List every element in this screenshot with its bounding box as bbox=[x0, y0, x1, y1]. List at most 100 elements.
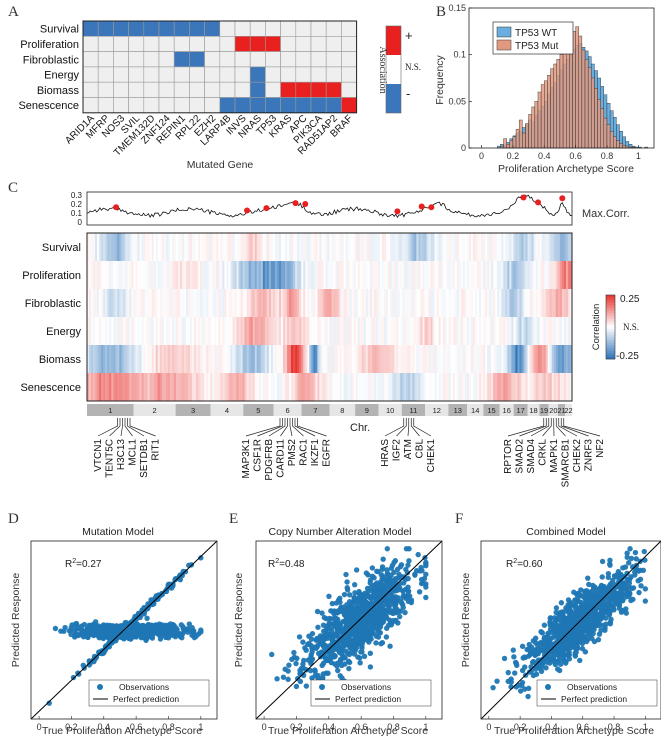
observation-point bbox=[539, 630, 546, 636]
panel-c-cell bbox=[113, 345, 116, 373]
panel-c-cell bbox=[291, 233, 294, 261]
panel-c-cell bbox=[446, 317, 450, 345]
observation-point bbox=[308, 636, 315, 642]
panel-c-chrom-band bbox=[548, 404, 559, 416]
observation-point bbox=[402, 576, 409, 583]
panel-b-bar bbox=[600, 108, 605, 149]
panel-c-cell bbox=[216, 233, 219, 261]
panel-c-cell bbox=[458, 289, 462, 317]
panel-c-cell bbox=[317, 373, 320, 401]
panel-c-cell bbox=[329, 345, 332, 373]
observation-point bbox=[186, 621, 193, 627]
panel-c-cell bbox=[404, 373, 407, 401]
observation-point bbox=[326, 621, 333, 627]
panel-c-cell bbox=[192, 345, 195, 373]
panel-c-cell bbox=[541, 317, 545, 345]
panel-c-cell bbox=[127, 289, 130, 317]
panel-c-cell bbox=[523, 289, 526, 317]
panel-c-cell bbox=[448, 373, 452, 401]
panel-c-row-label: Proliferation bbox=[22, 270, 81, 282]
panel-a-cell bbox=[325, 35, 342, 52]
panel-c-cell bbox=[367, 345, 371, 373]
panel-c-cell bbox=[149, 289, 152, 317]
observation-point bbox=[549, 622, 556, 629]
panel-c-cell bbox=[555, 373, 559, 401]
panel-a-cell bbox=[265, 51, 281, 68]
panel-c-cell bbox=[293, 261, 296, 289]
panel-c-cell bbox=[321, 233, 324, 261]
panel-c-cell bbox=[517, 261, 520, 289]
panel-c-cell bbox=[487, 261, 490, 289]
panel-c-cell bbox=[468, 373, 472, 401]
panel-a-cell bbox=[82, 20, 99, 37]
panel-letter-e: E bbox=[229, 511, 238, 527]
panel-c-cell bbox=[343, 317, 346, 345]
panel-b-legend-wt: TP53 WT bbox=[515, 28, 557, 39]
panel-c-cell bbox=[287, 261, 290, 289]
panel-c-cell bbox=[400, 317, 403, 345]
panel-c-cell bbox=[551, 289, 555, 317]
panel-c-cell bbox=[113, 289, 116, 317]
observation-point bbox=[413, 568, 420, 574]
observation-point bbox=[144, 633, 150, 639]
observation-point bbox=[404, 570, 411, 576]
panel-c-cell bbox=[349, 233, 353, 261]
panel-c-cell bbox=[351, 317, 355, 345]
panel-c-cell bbox=[228, 261, 231, 289]
panel-c-cell bbox=[325, 289, 328, 317]
panel-c-cell bbox=[456, 373, 460, 401]
panel-c-cell bbox=[238, 261, 241, 289]
panel-c-cell bbox=[272, 373, 276, 401]
panel-c-cell bbox=[107, 289, 110, 317]
panel-c-cell bbox=[218, 261, 221, 289]
panel-c-cell bbox=[541, 289, 545, 317]
panel-c-cell bbox=[171, 345, 175, 373]
panel-c-cell bbox=[359, 345, 363, 373]
panel-c-cell bbox=[232, 317, 235, 345]
panel-c-cell bbox=[198, 317, 201, 345]
panel-c-colorbar-step bbox=[606, 321, 615, 324]
panel-c-cell bbox=[472, 317, 476, 345]
panel-c-cell bbox=[226, 261, 229, 289]
panel-c-cell bbox=[258, 345, 262, 373]
observation-point bbox=[559, 628, 565, 635]
panel-c-cell bbox=[450, 317, 454, 345]
panel-c-cell bbox=[426, 261, 429, 289]
observation-point bbox=[602, 627, 608, 633]
panel-b-bar bbox=[522, 132, 526, 149]
panel-c-cell bbox=[133, 373, 136, 401]
panel-c-cell bbox=[495, 317, 498, 345]
panel-c-cell bbox=[169, 233, 173, 261]
panel-c-cell bbox=[373, 345, 377, 373]
panel-b-xtick-label: 0.8 bbox=[601, 151, 614, 161]
observation-point bbox=[607, 619, 614, 625]
panel-a-cell bbox=[295, 20, 312, 37]
observation-point bbox=[367, 664, 374, 670]
panel-c-cell bbox=[212, 317, 215, 345]
panel-c-cell bbox=[295, 233, 298, 261]
panel-c-cell bbox=[517, 345, 520, 373]
panel-c-cell bbox=[505, 345, 508, 373]
panel-c-cell bbox=[398, 261, 401, 289]
panel-c-cell bbox=[438, 289, 441, 317]
panel-c-cell bbox=[497, 317, 500, 345]
panel-c-cell bbox=[202, 345, 205, 373]
panel-c-cell bbox=[442, 289, 445, 317]
panel-c-cell bbox=[285, 289, 288, 317]
panel-c-cell bbox=[285, 345, 288, 373]
panel-c-cell bbox=[210, 317, 213, 345]
panel-c-cell bbox=[99, 289, 102, 317]
panel-c-peak-marker bbox=[302, 201, 309, 207]
panel-c-cell bbox=[115, 345, 118, 373]
panel-c-cell bbox=[301, 233, 304, 261]
panel-c-cell bbox=[479, 261, 482, 289]
panel-c-cell bbox=[186, 289, 189, 317]
panel-c-cell bbox=[529, 373, 532, 401]
panel-c-cell bbox=[329, 373, 332, 401]
panel-c-cell bbox=[545, 373, 549, 401]
observation-point bbox=[551, 628, 558, 634]
panel-c-cell bbox=[242, 317, 245, 345]
panel-c-cell bbox=[254, 317, 258, 345]
panel-c-cell bbox=[232, 289, 235, 317]
panel-c-cell bbox=[125, 233, 128, 261]
